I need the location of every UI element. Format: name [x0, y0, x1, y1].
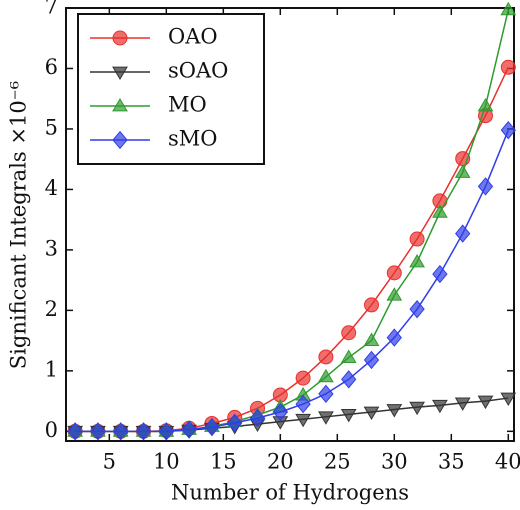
data-point [409, 254, 425, 268]
data-point [227, 413, 243, 433]
y-axis-label: Significant Integrals ×10⁻⁶ [7, 81, 31, 369]
data-point [409, 299, 425, 319]
data-point [500, 392, 517, 407]
data-point [204, 417, 220, 437]
data-point [386, 404, 403, 418]
x-tick-label: 25 [324, 450, 351, 474]
legend-marker [112, 98, 128, 112]
y-tick-label: 2 [45, 297, 58, 321]
data-point [386, 265, 402, 281]
data-point [67, 422, 83, 441]
data-point [386, 328, 402, 347]
x-tick-label: 10 [153, 450, 180, 474]
y-tick-label: 1 [45, 357, 58, 381]
data-point [500, 1, 517, 16]
data-point [135, 422, 152, 441]
data-point [477, 177, 494, 196]
data-point [340, 408, 357, 423]
legend-label: sMO [168, 127, 218, 151]
legend-label: sOAO [168, 59, 228, 83]
data-point [295, 413, 311, 428]
y-tick-label: 7 [45, 0, 58, 19]
data-point [409, 231, 425, 247]
data-point [477, 395, 494, 410]
data-point [340, 349, 357, 363]
data-point [318, 384, 334, 404]
data-point [454, 397, 471, 411]
data-point [341, 325, 357, 341]
data-point [363, 332, 380, 347]
data-point [295, 394, 311, 414]
x-axis-label: Number of Hydrogens [171, 481, 409, 505]
data-point [90, 422, 106, 441]
data-point [386, 287, 403, 301]
data-point [500, 120, 516, 140]
plot-frame [65, 7, 515, 442]
data-point [318, 349, 334, 365]
data-point [364, 297, 380, 313]
data-point [432, 264, 448, 284]
legend-label: MO [168, 93, 207, 117]
x-tick-label: 40 [495, 450, 520, 474]
data-point [455, 224, 471, 243]
y-tick-label: 5 [45, 115, 58, 139]
x-tick-label: 35 [438, 450, 465, 474]
data-point [318, 411, 334, 425]
x-tick-label: 15 [210, 450, 237, 474]
data-point [363, 406, 380, 420]
data-point [341, 370, 357, 389]
y-tick-label: 0 [45, 418, 58, 442]
x-tick-label: 20 [267, 450, 294, 474]
x-tick-label: 30 [381, 450, 408, 474]
data-point [432, 204, 448, 218]
data-point [432, 399, 448, 414]
data-point [409, 401, 425, 416]
data-point [295, 370, 311, 386]
y-tick-label: 4 [45, 176, 58, 200]
data-point [272, 402, 288, 422]
data-point [500, 59, 516, 75]
y-tick-label: 6 [45, 55, 58, 79]
y-tick-label: 3 [45, 236, 58, 260]
x-tick-label: 5 [103, 450, 116, 474]
legend-marker [112, 130, 128, 150]
legend-marker [112, 66, 128, 80]
data-point [318, 368, 334, 383]
data-point [363, 350, 380, 370]
data-point [113, 422, 129, 441]
legend-marker [112, 30, 128, 46]
data-point [249, 408, 266, 428]
data-point [454, 164, 471, 178]
legend-label: OAO [168, 25, 218, 49]
legend-box [77, 13, 265, 165]
data-point [477, 97, 494, 112]
data-point [181, 420, 197, 439]
data-point [158, 422, 174, 441]
